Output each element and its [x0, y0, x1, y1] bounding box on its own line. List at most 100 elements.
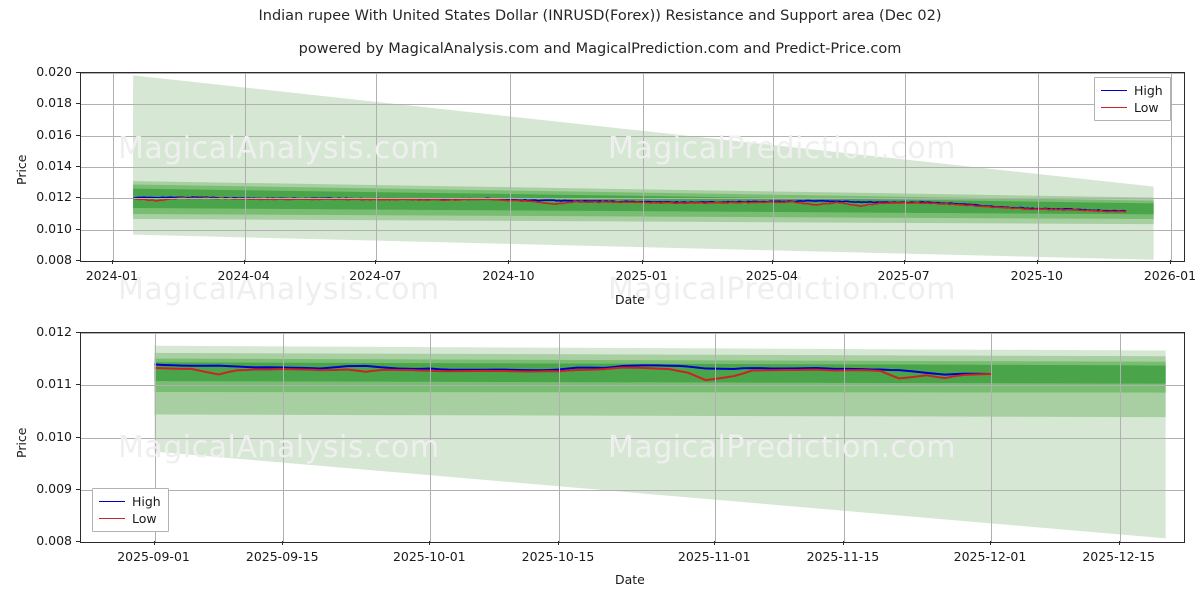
- legend-entry-high: High: [1101, 82, 1163, 99]
- y-axis-tick-label: 0.012: [36, 324, 72, 339]
- y-axis-tick: [76, 197, 80, 199]
- x-axis-tick: [508, 260, 510, 264]
- gridline-horizontal: [81, 261, 1184, 262]
- x-axis-tick-label: 2024-01: [85, 268, 138, 283]
- y-axis-tick-label: 0.010: [36, 220, 72, 236]
- gridline-vertical: [112, 73, 114, 261]
- legend-entry-low: Low: [99, 510, 161, 527]
- gridline-vertical: [376, 73, 378, 261]
- y-axis-tick-label: 0.010: [36, 428, 72, 444]
- bottom-chart-legend: High Low: [92, 488, 169, 532]
- bottom-chart-x-axis-title: Date: [615, 572, 645, 587]
- x-axis-tick-label: 2025-09-15: [245, 549, 319, 564]
- x-axis-tick: [282, 541, 284, 545]
- page-subtitle: powered by MagicalAnalysis.com and Magic…: [298, 41, 902, 57]
- x-axis-tick: [429, 541, 431, 545]
- x-axis-tick-label: 2024-10: [482, 268, 535, 283]
- x-axis-tick-label: 2025-10: [1010, 268, 1063, 283]
- y-axis-tick-label: 0.014: [36, 158, 72, 173]
- gridline-vertical: [991, 333, 992, 542]
- gridline-vertical: [1119, 333, 1121, 542]
- x-axis-tick-label: 2025-11-01: [677, 549, 751, 564]
- gridline-vertical: [509, 73, 511, 261]
- gridline-vertical: [1171, 73, 1172, 261]
- x-axis-tick: [903, 260, 905, 264]
- gridline-vertical: [843, 333, 845, 542]
- gridline-vertical: [772, 73, 774, 261]
- x-axis-tick-label: 2026-01: [1143, 268, 1197, 283]
- gridline-horizontal: [81, 489, 1184, 491]
- y-axis-tick-label: 0.008: [36, 533, 72, 548]
- gridline-horizontal: [81, 167, 1184, 168]
- gridline-vertical: [1037, 73, 1039, 261]
- y-axis-tick: [76, 488, 80, 490]
- y-axis-tick: [76, 541, 80, 542]
- legend-entry-low: Low: [1101, 99, 1163, 116]
- y-axis-tick-label: 0.020: [36, 64, 72, 79]
- x-axis-tick-label: 2024-07: [349, 268, 402, 283]
- x-axis-tick-label: 2025-04: [745, 268, 799, 283]
- legend-label-high: High: [132, 494, 161, 509]
- x-axis-tick: [989, 541, 991, 545]
- y-axis-tick: [76, 228, 80, 230]
- y-axis-tick-label: 0.016: [36, 126, 72, 142]
- x-axis-tick-label: 2025-01: [615, 268, 668, 283]
- bottom-chart-plot-area: [80, 332, 1185, 543]
- gridline-vertical: [154, 333, 156, 542]
- x-axis-tick: [111, 260, 113, 264]
- y-axis-tick-label: 0.008: [36, 252, 72, 267]
- gridline-vertical: [283, 333, 285, 542]
- y-axis-tick: [76, 436, 80, 438]
- gridline-horizontal: [81, 229, 1184, 231]
- top-chart-panel: MagicalAnalysis.com MagicalPrediction.co…: [14, 64, 1197, 307]
- legend-label-low: Low: [132, 511, 157, 526]
- x-axis-tick: [243, 260, 245, 264]
- series-line-high: [154, 363, 991, 376]
- gridline-vertical: [559, 333, 560, 542]
- bottom-chart-y-axis-title: Price: [14, 427, 29, 459]
- gridline-horizontal: [81, 73, 1184, 74]
- bottom-chart-panel: MagicalAnalysis.com MagicalPrediction.co…: [0, 310, 1200, 600]
- y-axis-tick-label: 0.018: [36, 95, 72, 111]
- y-axis-tick-label: 0.011: [36, 376, 72, 392]
- y-axis-tick: [76, 260, 80, 261]
- top-chart-x-axis-title: Date: [615, 292, 645, 307]
- x-axis-tick: [771, 260, 773, 264]
- bottom-chart-series-lines: [81, 333, 1184, 542]
- x-axis-tick: [153, 541, 155, 545]
- x-axis-tick: [375, 260, 377, 264]
- x-axis-tick-label: 2025-12-15: [1082, 549, 1155, 564]
- y-axis-tick: [76, 134, 80, 136]
- series-line-low: [154, 366, 991, 382]
- legend-swatch-high-icon: [1101, 90, 1127, 91]
- gridline-horizontal: [81, 385, 1184, 387]
- x-axis-tick-label: 2025-11-15: [806, 549, 880, 564]
- y-axis-tick: [76, 166, 80, 167]
- x-axis-tick: [641, 260, 643, 264]
- x-axis-tick: [557, 541, 559, 545]
- gridline-horizontal: [81, 333, 1184, 334]
- top-chart-y-axis-title: Price: [14, 154, 29, 186]
- y-axis-tick: [76, 103, 80, 105]
- x-axis-tick-label: 2024-04: [217, 268, 270, 283]
- y-axis-tick: [76, 384, 80, 386]
- y-axis-tick-label: 0.012: [36, 189, 72, 205]
- x-axis-tick-label: 2025-10-15: [521, 549, 595, 564]
- legend-label-low: Low: [1134, 100, 1159, 115]
- page-title: Indian rupee With United States Dollar (…: [258, 8, 942, 24]
- band-core-resistance-support: [154, 362, 1166, 384]
- x-axis-tick-label: 2025-10-01: [392, 549, 466, 564]
- gridline-vertical: [642, 73, 644, 261]
- x-axis-tick: [1169, 260, 1171, 264]
- top-chart-legend: High Low: [1094, 77, 1171, 121]
- legend-label-high: High: [1134, 83, 1163, 98]
- x-axis-tick: [1036, 260, 1038, 264]
- gridline-vertical: [715, 333, 717, 542]
- legend-swatch-high-icon: [99, 501, 125, 502]
- top-chart-plot-area: [80, 72, 1185, 262]
- x-axis-tick: [842, 541, 844, 545]
- x-axis-tick-label: 2025-09-01: [117, 549, 190, 564]
- gridline-horizontal: [81, 135, 1184, 137]
- gridline-vertical: [904, 73, 906, 261]
